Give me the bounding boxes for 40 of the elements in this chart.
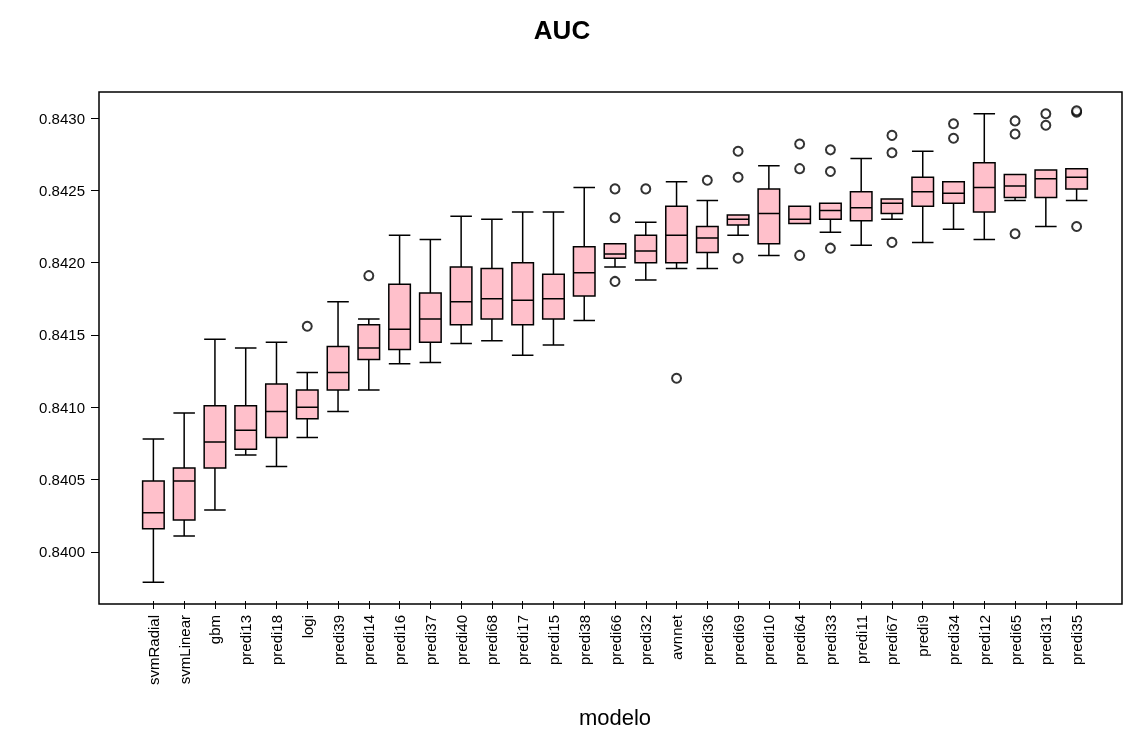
- x-tick-label: predi32: [637, 615, 655, 666]
- x-tick-label: avnnet: [668, 614, 686, 661]
- x-tick-label: predi69: [729, 615, 747, 666]
- x-tick-label: gbm: [206, 615, 224, 645]
- x-tick-label: predi38: [575, 615, 593, 666]
- x-tick-label: predi36: [698, 615, 716, 666]
- x-tick-label: predi33: [821, 615, 839, 666]
- x-tick-label: predi10: [760, 615, 778, 666]
- x-tick-label: predi34: [945, 615, 963, 666]
- x-tick-label: predi35: [1068, 615, 1086, 666]
- x-tick-label: predi68: [483, 615, 501, 666]
- x-tick-label: predi65: [1006, 615, 1024, 666]
- y-tick-label: 0.8405: [39, 471, 85, 489]
- x-tick-label: predi18: [267, 615, 285, 666]
- x-tick-label: predi37: [421, 615, 439, 666]
- x-tick-label: predi31: [1037, 615, 1055, 666]
- y-tick-label: 0.8415: [39, 326, 85, 344]
- x-tick-label: predi14: [360, 615, 378, 666]
- y-tick-label: 0.8425: [39, 181, 85, 199]
- x-tick-label: predi9: [914, 615, 932, 657]
- x-tick-label: predi40: [452, 615, 470, 666]
- x-tick-label: predi13: [237, 615, 255, 666]
- x-tick-label: svmRadial: [144, 615, 162, 686]
- x-tick-label: predi12: [975, 615, 993, 666]
- x-tick-label: predi16: [391, 615, 409, 666]
- x-tick-label: predi67: [883, 615, 901, 666]
- x-tick-label: predi17: [514, 615, 532, 666]
- x-tick-label: logi: [298, 615, 316, 639]
- y-tick-label: 0.8420: [39, 254, 85, 272]
- x-tick-label: svmLinear: [175, 615, 193, 685]
- x-tick-label: predi11: [852, 615, 870, 664]
- x-tick-label: predi15: [544, 615, 562, 666]
- x-tick-label: predi66: [606, 615, 624, 666]
- x-tick-label: predi64: [791, 615, 809, 666]
- y-tick-label: 0.8430: [39, 109, 85, 127]
- y-tick-label: 0.8410: [39, 398, 85, 416]
- y-tick-label: 0.8400: [39, 543, 85, 561]
- x-axis-title: modelo: [578, 704, 652, 730]
- x-tick-label: predi39: [329, 615, 347, 666]
- chart-title: AUC: [533, 15, 591, 45]
